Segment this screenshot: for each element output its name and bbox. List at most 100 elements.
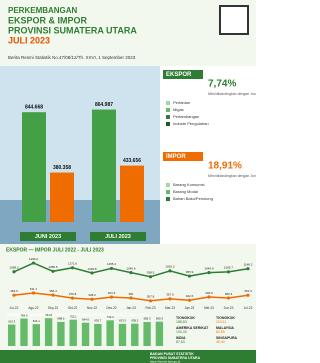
title-line: EKSPOR & IMPOR	[8, 15, 88, 25]
footer-agency: BADAN PUSAT STATISTIK	[150, 352, 194, 356]
panel-tag	[163, 70, 203, 79]
import-value: 403.3	[108, 291, 116, 295]
import-point	[168, 297, 172, 301]
import-point	[246, 293, 250, 297]
import-point	[226, 296, 231, 300]
x-tick-label: Jun-23	[224, 306, 234, 310]
import-point	[70, 296, 75, 300]
export-point	[90, 271, 94, 275]
export-point	[70, 266, 75, 270]
export-value: 1036.8	[87, 267, 97, 271]
x-tick-label: Sep-22	[48, 306, 59, 310]
balance-value: 695.9	[156, 316, 163, 320]
partner-value: 100,40	[176, 330, 187, 334]
export-value: 1171.6	[68, 262, 77, 266]
balance-bar	[155, 321, 164, 346]
balance-value: 685.3	[144, 317, 151, 321]
balance-bar	[143, 322, 151, 346]
export-value: 1080.5	[48, 265, 58, 269]
x-tick-label: Agu-22	[28, 306, 39, 310]
export-value: 938.5	[147, 271, 155, 275]
partner-country: INDIA	[176, 336, 186, 340]
balance-value: 784.5	[21, 313, 28, 317]
import-value: 376.8	[69, 292, 77, 296]
panel-change: 18,91%	[208, 161, 242, 172]
import-point	[90, 297, 94, 301]
footer-band	[0, 350, 256, 363]
balance-bar	[106, 320, 114, 346]
balance-value: 638.3	[131, 318, 138, 322]
export-point	[246, 267, 250, 271]
legend-swatch	[166, 190, 170, 194]
legend-swatch	[166, 108, 170, 112]
footer-province: PROVINSI SUMATERA UTARA	[150, 356, 201, 360]
export-bar	[92, 109, 116, 222]
balance-bar	[20, 318, 28, 346]
import-point	[51, 293, 55, 297]
export-point	[129, 271, 133, 275]
export-point	[12, 270, 16, 274]
trend-title: EKSPOR — IMPOR JULI 2022 - JULI 2023	[6, 247, 104, 253]
balance-bar	[118, 323, 127, 346]
panel-note: Mtm/dibandingkan dengan Juni 2023	[208, 92, 256, 96]
balance-value: 733.3	[107, 315, 114, 319]
balance-value: 630.7	[94, 319, 101, 323]
import-value: 511.7	[30, 287, 38, 291]
legend-label: Industri Pengolahan	[173, 121, 209, 126]
panel-title: EKSPOR	[166, 72, 192, 78]
balance-bar	[69, 319, 77, 346]
import-point	[31, 291, 36, 295]
import-bar	[120, 165, 144, 222]
partner-country: AMERIKA SERIKAT	[176, 326, 209, 330]
export-value: 1155.4	[107, 262, 116, 266]
import-bar	[50, 172, 74, 222]
qr-code	[219, 5, 249, 35]
import-value: 452.3	[244, 289, 252, 293]
export-value: 955.9	[186, 270, 194, 274]
period-label: JUNI 2023	[35, 234, 61, 240]
import-point	[129, 296, 133, 300]
title-line: JULI 2023	[8, 35, 50, 45]
export-label: 864.987	[95, 102, 113, 108]
title-line: PERKEMBANGAN	[8, 6, 78, 15]
legend-swatch	[166, 115, 170, 119]
balance-bar	[94, 323, 102, 346]
import-label: 380.358	[53, 165, 71, 171]
title-line: PROVINSI SUMATERA UTARA	[8, 25, 137, 35]
export-value: 1044.9	[204, 266, 214, 270]
export-point	[226, 270, 231, 274]
partner-value: 40,40	[216, 340, 225, 344]
legend-swatch	[166, 197, 170, 201]
balance-bar	[131, 323, 139, 346]
import-value: 406.6	[205, 291, 213, 295]
partner-value: 188,83	[176, 320, 187, 324]
export-value: 1296.2	[29, 257, 39, 261]
export-value: 1068.2	[9, 266, 19, 270]
legend-label: Bahan Baku/Penolong	[173, 196, 213, 201]
legend-swatch	[166, 101, 170, 105]
x-tick-label: Jan-23	[126, 306, 136, 310]
import-point	[187, 298, 192, 302]
import-value: 322.6	[186, 294, 194, 298]
balance-value: 688.6	[57, 317, 64, 321]
period-tag	[20, 232, 76, 241]
import-point	[12, 293, 16, 297]
x-tick-label: Nov-22	[87, 306, 98, 310]
panel-change: 7,74%	[208, 79, 236, 90]
balance-value: 624.1	[33, 319, 40, 323]
partner-value: 87,63	[176, 340, 185, 344]
balance-bar	[44, 318, 53, 346]
import-point	[207, 295, 211, 299]
partner-country: TIONGKOK	[176, 316, 195, 320]
export-point	[168, 269, 172, 273]
x-tick-label: Feb-23	[145, 306, 155, 310]
export-value: 1045.6	[126, 266, 136, 270]
x-tick-label: Des-22	[106, 306, 117, 310]
balance-bar	[8, 324, 16, 346]
legend-label: Pertambangan	[173, 114, 199, 119]
partner-country: MALAYSIA	[216, 326, 234, 330]
period-label: JULI 2023	[105, 234, 131, 240]
export-point	[207, 271, 211, 275]
export-value: 1065.7	[224, 266, 234, 270]
import-point	[109, 295, 114, 299]
